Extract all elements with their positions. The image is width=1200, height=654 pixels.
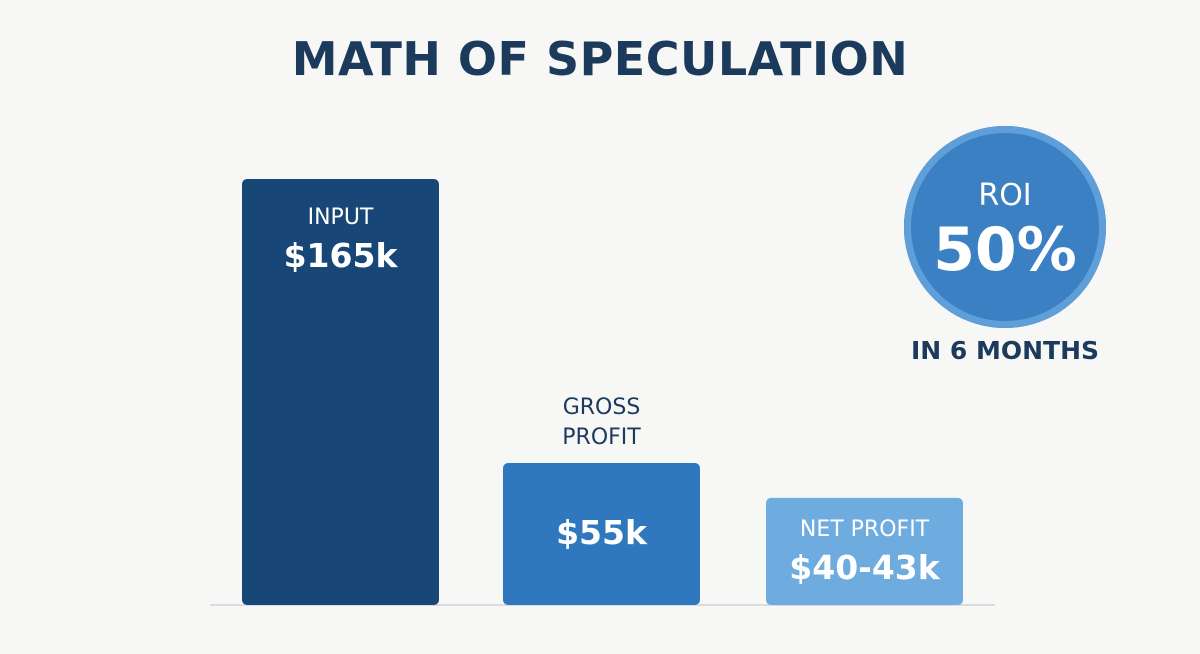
bar-gross-profit	[503, 463, 700, 605]
chart-title: MATH OF SPECULATION	[291, 32, 909, 86]
roi-label: ROI	[978, 178, 1032, 213]
roi-value: 50%	[933, 215, 1077, 285]
bar-value-label-net-profit: $40-43k	[789, 547, 940, 587]
bar-value-label-gross-profit: $55k	[556, 513, 647, 552]
roi-caption: IN 6 MONTHS	[910, 336, 1100, 365]
bar-category-label-gross-profit: GROSS PROFIT	[562, 395, 641, 450]
bar-category-label-input: INPUT	[307, 205, 374, 230]
bar-value-label-input: $165k	[283, 236, 398, 275]
bar-net-profit	[766, 497, 963, 605]
bar-category-label-net-profit: NET PROFIT	[799, 516, 930, 542]
bar-input	[242, 179, 439, 605]
roi-badge	[904, 126, 1106, 328]
